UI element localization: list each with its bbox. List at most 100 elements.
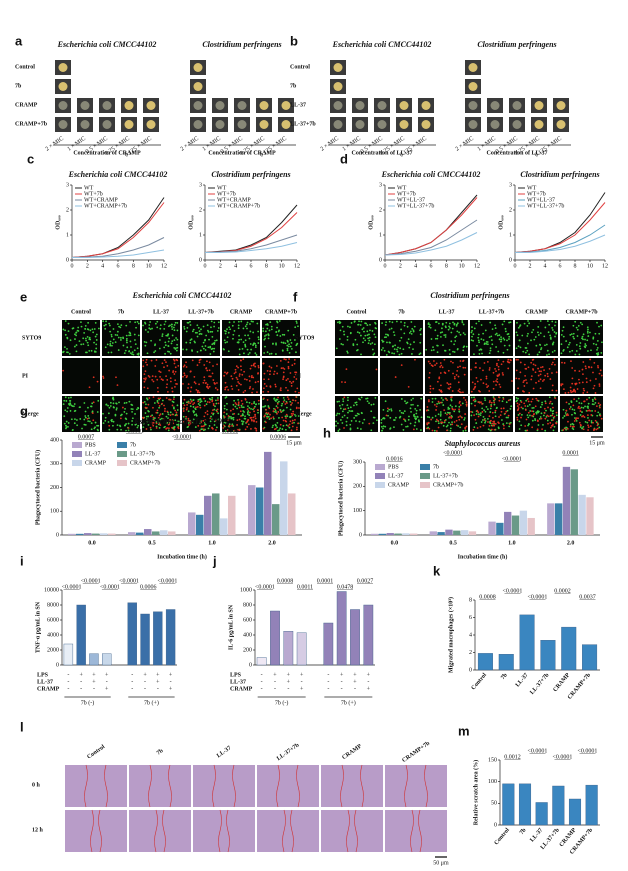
cell bbox=[236, 378, 239, 381]
bar bbox=[468, 531, 477, 535]
cell bbox=[212, 365, 214, 367]
cell bbox=[209, 353, 212, 355]
cell bbox=[280, 341, 283, 344]
cell bbox=[185, 417, 187, 420]
cell bbox=[64, 396, 67, 399]
cell bbox=[254, 352, 257, 355]
cell bbox=[588, 419, 591, 422]
cell bbox=[452, 408, 454, 411]
cell bbox=[552, 419, 554, 421]
cell bbox=[457, 416, 460, 419]
cell bbox=[254, 415, 257, 418]
cell bbox=[288, 358, 290, 360]
cell bbox=[474, 418, 477, 421]
growth-line bbox=[204, 212, 298, 253]
cell bbox=[145, 361, 147, 364]
cell bbox=[248, 401, 251, 404]
cell bbox=[494, 415, 497, 418]
cell bbox=[457, 375, 460, 378]
cell bbox=[173, 359, 176, 362]
cell bbox=[403, 410, 406, 413]
cell bbox=[592, 400, 594, 403]
cell bbox=[237, 401, 240, 404]
cell bbox=[203, 379, 206, 382]
cell bbox=[571, 367, 574, 369]
condition-sign: + bbox=[92, 679, 96, 685]
cell bbox=[436, 351, 439, 354]
cell bbox=[362, 327, 365, 329]
cell bbox=[226, 386, 228, 388]
cell bbox=[291, 414, 294, 417]
cell bbox=[448, 413, 451, 415]
cell bbox=[587, 350, 589, 352]
colony bbox=[556, 101, 566, 110]
cell bbox=[173, 373, 176, 375]
cell bbox=[475, 322, 478, 325]
cell bbox=[439, 401, 442, 404]
cell bbox=[338, 400, 340, 403]
cell bbox=[168, 369, 171, 372]
cell bbox=[266, 351, 269, 354]
cell bbox=[86, 336, 89, 338]
cell bbox=[571, 377, 574, 380]
cell bbox=[441, 322, 444, 325]
cell bbox=[193, 414, 196, 416]
cell bbox=[224, 386, 227, 389]
cell bbox=[91, 402, 94, 405]
legend-label: CRAMP bbox=[85, 460, 107, 466]
cell bbox=[535, 344, 538, 347]
cell bbox=[174, 348, 177, 350]
cell bbox=[238, 406, 241, 409]
cell bbox=[457, 366, 459, 369]
cell bbox=[166, 391, 169, 393]
x-tick-label: 8 bbox=[265, 263, 268, 269]
cell bbox=[245, 421, 248, 424]
cell bbox=[244, 339, 247, 342]
cell bbox=[238, 373, 241, 375]
cell bbox=[211, 400, 214, 403]
cell bbox=[416, 404, 419, 407]
cell bbox=[63, 346, 66, 349]
cell bbox=[475, 377, 478, 379]
cell bbox=[359, 324, 362, 326]
cell bbox=[90, 422, 93, 425]
cell bbox=[573, 398, 576, 400]
cell bbox=[464, 399, 467, 401]
bar bbox=[140, 613, 150, 666]
cell bbox=[537, 380, 540, 383]
cell bbox=[272, 424, 274, 427]
bar bbox=[453, 530, 461, 535]
cell bbox=[286, 415, 289, 418]
cell bbox=[525, 418, 528, 421]
cell bbox=[159, 339, 161, 341]
cell bbox=[440, 384, 442, 387]
cell bbox=[214, 387, 217, 389]
cell bbox=[544, 326, 547, 329]
cell bbox=[291, 419, 294, 422]
row-label: LL-37 bbox=[290, 102, 306, 108]
cell bbox=[516, 334, 519, 337]
cell bbox=[470, 331, 473, 334]
cell bbox=[398, 416, 401, 419]
bar bbox=[336, 591, 347, 666]
colony bbox=[468, 120, 478, 129]
cell bbox=[87, 321, 90, 324]
cell bbox=[171, 323, 173, 326]
cell bbox=[540, 412, 543, 415]
cell bbox=[579, 321, 582, 324]
cell bbox=[589, 379, 592, 382]
cell bbox=[290, 341, 293, 344]
cell bbox=[283, 358, 286, 360]
cell bbox=[579, 347, 582, 350]
cell bbox=[81, 427, 83, 430]
cell bbox=[399, 409, 401, 412]
cell bbox=[449, 404, 452, 407]
y-axis-title: IL-6 pg/mL in SN bbox=[228, 604, 234, 650]
cell bbox=[502, 398, 505, 400]
scratch-image bbox=[129, 810, 191, 852]
cell bbox=[464, 429, 467, 432]
cell bbox=[269, 385, 272, 388]
cell bbox=[485, 405, 488, 408]
cell bbox=[543, 378, 545, 381]
cell bbox=[224, 381, 227, 384]
